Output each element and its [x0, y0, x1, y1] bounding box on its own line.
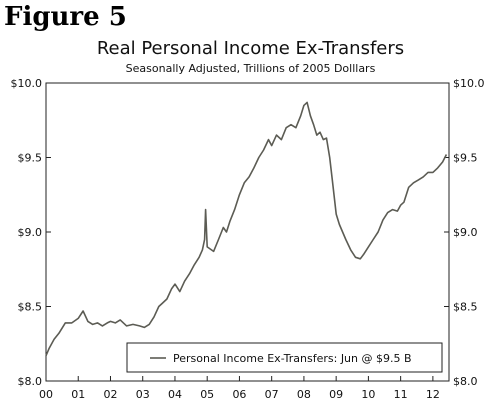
x-tick-label: 12: [426, 388, 440, 401]
y-tick-label-left: $8.5: [18, 301, 43, 314]
y-tick-label-left: $10.0: [11, 77, 43, 90]
legend: Personal Income Ex-Transfers: Jun @ $9.5…: [126, 342, 443, 373]
plot-frame: [45, 82, 450, 382]
y-tick-label-left: $8.0: [18, 375, 43, 388]
chart-subtitle: Seasonally Adjusted, Trillions of 2005 D…: [125, 62, 376, 75]
x-tick-label: 07: [265, 388, 279, 401]
series-line-personal-income: [45, 101, 448, 357]
x-tick-label: 00: [39, 388, 53, 401]
y-tick-label-right: $8.5: [453, 301, 478, 314]
y-tick-label-right: $10.0: [453, 77, 485, 90]
figure-label: Figure 5: [4, 2, 127, 32]
chart-title: Real Personal Income Ex-Transfers: [96, 38, 405, 59]
x-tick-label: 11: [394, 388, 408, 401]
y-tick-label-right: $9.5: [453, 152, 478, 165]
y-tick-label-left: $9.5: [18, 152, 43, 165]
x-axis: 00 01 02 03 04 05 06 07 08 09 10 11 12: [39, 376, 440, 401]
x-tick-label: 02: [103, 388, 117, 401]
legend-box: [126, 342, 443, 373]
y-tick-label-left: $9.0: [18, 226, 43, 239]
x-tick-label: 06: [232, 388, 246, 401]
x-tick-label: 08: [297, 388, 311, 401]
y-tick-label-right: $9.0: [453, 226, 478, 239]
y-axis: $8.0 $8.0 $8.5 $8.5 $9.0 $9.0 $9.5 $9.5 $10.0 $10…: [11, 77, 485, 388]
legend-label: Personal Income Ex-Transfers: Jun @ $9.5…: [173, 352, 412, 365]
x-tick-label: 09: [329, 388, 343, 401]
y-tick-label-right: $8.0: [453, 375, 478, 388]
x-tick-label: 04: [168, 388, 182, 401]
x-tick-label: 05: [200, 388, 214, 401]
x-tick-label: 03: [136, 388, 150, 401]
x-tick-label: 10: [361, 388, 375, 401]
x-tick-label: 01: [71, 388, 85, 401]
